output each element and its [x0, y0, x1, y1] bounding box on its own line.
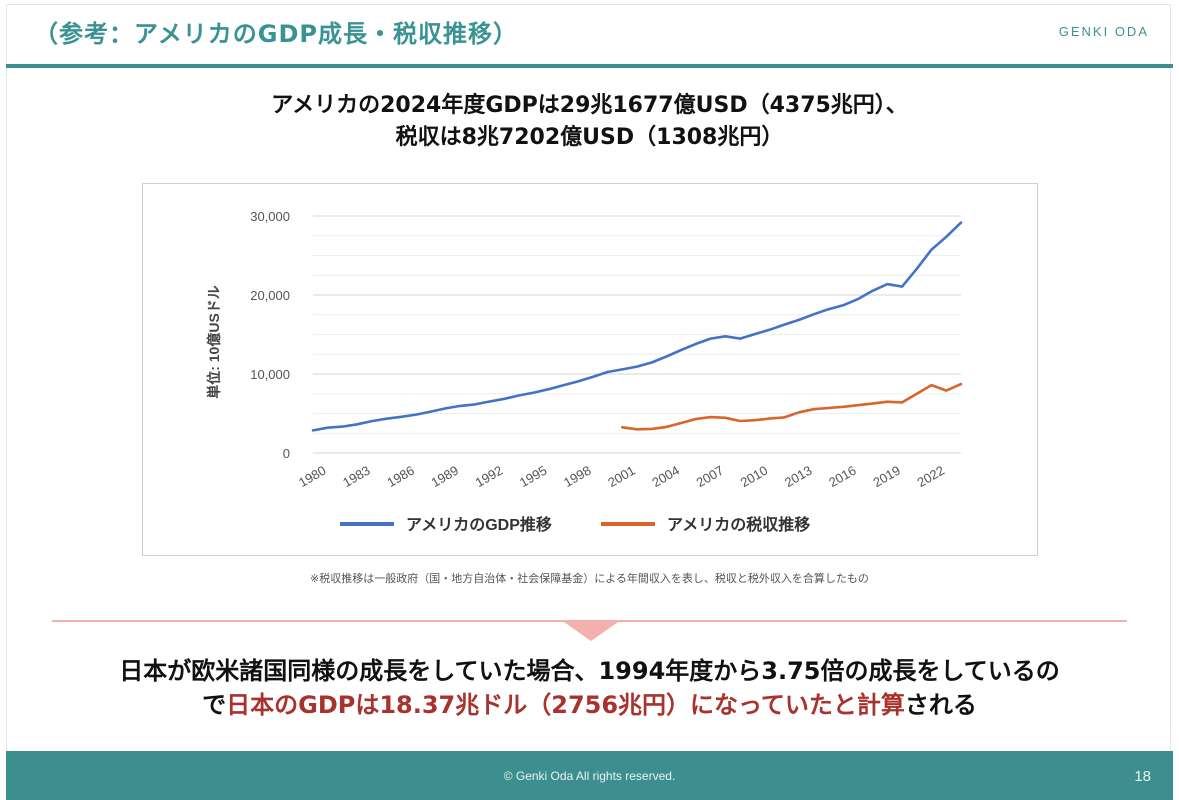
conclusion-pre: で — [202, 691, 227, 719]
footer-bar: © Genki Oda All rights reserved. 18 — [6, 751, 1173, 800]
x-tick-label: 1989 — [428, 463, 461, 490]
x-tick-label: 2001 — [605, 463, 638, 490]
conclusion-post: される — [904, 691, 977, 719]
x-axis-ticks: 1980 1983 1986 1989 1992 1995 1998 2001 2004 2007… — [296, 463, 947, 490]
headline: アメリカの2024年度GDPは29兆1677億USD（4375兆円）、 税収は8… — [0, 90, 1179, 154]
x-tick-label: 2010 — [738, 463, 771, 490]
x-tick-label: 2022 — [914, 463, 947, 490]
chart-container: 30,000 20,000 10,000 0 1980 1983 1986 1989 1992… — [142, 183, 1038, 556]
x-tick-label: 2013 — [782, 463, 815, 490]
x-tick-label: 1983 — [340, 463, 373, 490]
page-title: （参考：アメリカのGDP成長・税収推移） — [34, 20, 519, 48]
header-divider — [6, 64, 1173, 68]
conclusion-line-1: 日本が欧米諸国同様の成長をしていた場合、1994年度から3.75倍の成長をしてい… — [119, 657, 1060, 685]
y-axis-ticks: 30,000 20,000 10,000 0 — [250, 209, 290, 461]
y-tick-label: 10,000 — [250, 367, 290, 382]
x-tick-label: 2019 — [870, 463, 903, 490]
conclusion-line-2: で日本のGDPは18.37兆ドル（2756兆円）になっていたと計算される — [0, 688, 1179, 722]
conclusion-text: 日本が欧米諸国同様の成長をしていた場合、1994年度から3.75倍の成長をしてい… — [0, 654, 1179, 722]
x-tick-label: 1980 — [296, 463, 329, 490]
gridlines — [313, 215, 961, 454]
legend-label-gdp: アメリカのGDP推移 — [406, 515, 552, 534]
series-lines — [311, 221, 963, 432]
x-tick-label: 2007 — [694, 463, 727, 490]
tax-line — [621, 382, 963, 431]
down-arrow-icon — [564, 622, 618, 641]
gdp-line — [311, 221, 963, 432]
y-tick-label: 0 — [283, 446, 290, 461]
brand-name: GENKI ODA — [1058, 24, 1149, 39]
x-tick-label: 1992 — [473, 463, 506, 490]
conclusion-highlight: 日本のGDPは18.37兆ドル（2756兆円）になっていたと計算 — [226, 691, 905, 719]
y-tick-label: 30,000 — [250, 209, 290, 224]
x-tick-label: 2004 — [649, 463, 682, 490]
chart-legend: アメリカのGDP推移 アメリカの税収推移 — [340, 515, 810, 534]
copyright-text: © Genki Oda All rights reserved. — [503, 769, 676, 783]
x-tick-label: 1995 — [517, 463, 550, 490]
legend-label-tax: アメリカの税収推移 — [667, 515, 810, 534]
x-tick-label: 1986 — [384, 463, 417, 490]
x-tick-label: 2016 — [826, 463, 859, 490]
headline-line-2: 税収は8兆7202億USD（1308兆円） — [395, 125, 784, 150]
line-chart: 30,000 20,000 10,000 0 1980 1983 1986 1989 1992… — [206, 209, 963, 534]
y-tick-label: 20,000 — [250, 288, 290, 303]
section-separator — [52, 620, 1127, 622]
y-axis-label: 単位: 10億USドル — [206, 285, 222, 399]
page-number: 18 — [1134, 768, 1151, 785]
chart-footnote: ※税収推移は一般政府（国・地方自治体・社会保障基金）による年間収入を表し、税収と… — [310, 572, 869, 585]
headline-line-1: アメリカの2024年度GDPは29兆1677億USD（4375兆円）、 — [271, 93, 908, 118]
x-tick-label: 1998 — [561, 463, 594, 490]
